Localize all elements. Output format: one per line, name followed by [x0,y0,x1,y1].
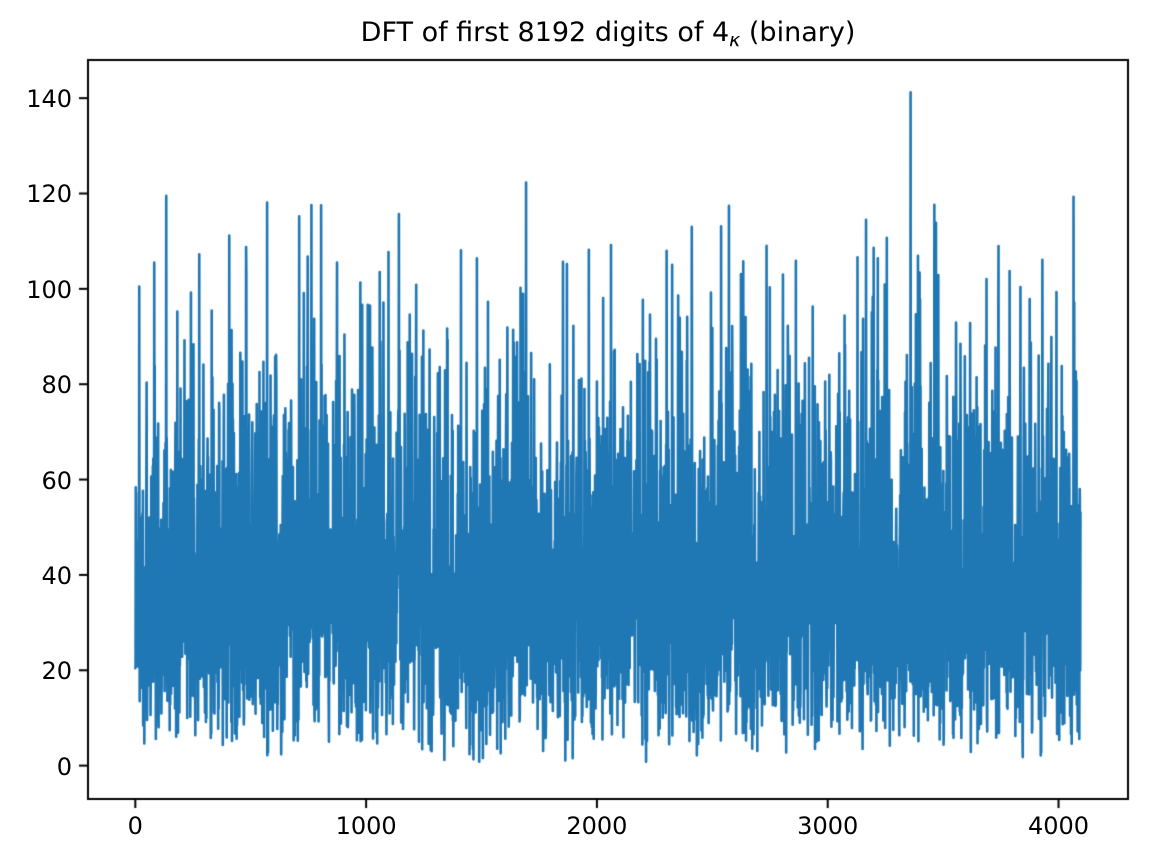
y-tick-label: 140 [26,85,72,114]
chart-title-prefix: DFT of first 8192 digits of 4 [360,17,730,48]
chart-title: DFT of first 8192 digits of 4κ (binary) [361,17,856,52]
chart-title-suffix: (binary) [740,17,856,48]
x-tick-label: 2000 [566,812,628,840]
y-tick-label: 120 [26,180,72,209]
y-tick-label: 60 [41,466,72,495]
x-tick-label: 4000 [1027,812,1090,840]
x-tick-label: 0 [127,812,143,840]
x-tick-label: 1000 [335,812,397,840]
x-tick-label: 3000 [797,812,859,840]
chart-title-subscript: κ [729,29,741,51]
y-tick-label: 100 [26,275,72,304]
y-tick-label: 0 [56,752,72,781]
y-tick-label: 20 [41,657,72,686]
y-tick-label: 40 [41,561,72,590]
y-tick-label: 80 [41,371,72,400]
